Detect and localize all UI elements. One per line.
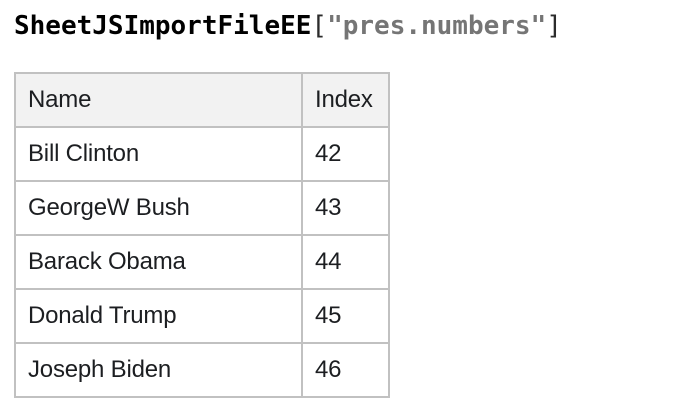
table-head: Name Index bbox=[14, 72, 390, 128]
cell-index: 46 bbox=[301, 342, 390, 398]
cell-name: Donald Trump bbox=[14, 288, 303, 344]
table-row: GeorgeW Bush 43 bbox=[14, 180, 390, 236]
cell-name: Joseph Biden bbox=[14, 342, 303, 398]
table-row: Barack Obama 44 bbox=[14, 234, 390, 290]
table-row: Joseph Biden 46 bbox=[14, 342, 390, 398]
title-close-bracket: ] bbox=[546, 11, 562, 41]
title-identifier: SheetJSImportFileEE bbox=[14, 11, 312, 41]
table-header-row: Name Index bbox=[14, 72, 390, 128]
column-header-index: Index bbox=[301, 72, 390, 128]
cell-index: 44 bbox=[301, 234, 390, 290]
cell-index: 42 bbox=[301, 126, 390, 182]
table-body: Bill Clinton 42 GeorgeW Bush 43 Barack Obama… bbox=[14, 126, 390, 398]
title-open-bracket: [ bbox=[311, 11, 328, 41]
table-row: Donald Trump 45 bbox=[14, 288, 390, 344]
cell-name: Barack Obama bbox=[14, 234, 303, 290]
column-header-name: Name bbox=[14, 72, 303, 128]
table-row: Bill Clinton 42 bbox=[14, 126, 390, 182]
page-title: SheetJSImportFileEE["pres.numbers"] bbox=[14, 11, 684, 42]
page: SheetJSImportFileEE["pres.numbers"] Name… bbox=[14, 11, 684, 398]
presidents-table: Name Index Bill Clinton 42 GeorgeW Bush 43 B… bbox=[14, 72, 390, 398]
cell-index: 43 bbox=[301, 180, 390, 236]
title-string: "pres.numbers" bbox=[327, 11, 547, 41]
cell-name: GeorgeW Bush bbox=[14, 180, 303, 236]
cell-index: 45 bbox=[301, 288, 390, 344]
cell-name: Bill Clinton bbox=[14, 126, 303, 182]
